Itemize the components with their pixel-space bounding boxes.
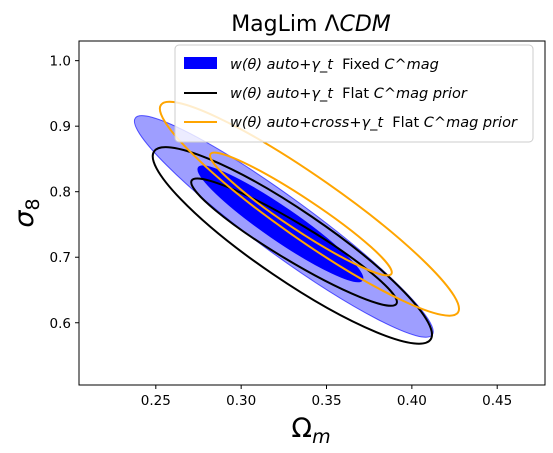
x-tick-label: 0.45 xyxy=(482,393,512,409)
x-tick-label: 0.25 xyxy=(141,393,171,409)
contour-1-68pct xyxy=(190,177,398,307)
y-tick-label: 0.7 xyxy=(50,250,71,266)
x-tick-label: 0.30 xyxy=(226,393,256,409)
legend-label-flat: w(θ) auto+γ_t Flat C^mag prior xyxy=(230,86,468,102)
x-tick-label: 0.35 xyxy=(311,393,341,409)
x-axis-label: Ωm xyxy=(291,413,330,448)
chart-title: MagLim ΛCDM xyxy=(231,12,391,37)
contour-2-95pct xyxy=(158,100,461,317)
y-tick-label: 1.0 xyxy=(50,54,71,70)
legend: w(θ) auto+γ_t Fixed C^mag w(θ) auto+γ_t … xyxy=(174,44,534,143)
y-tick-label: 0.8 xyxy=(50,185,71,201)
contour-1-95pct xyxy=(151,146,434,345)
y-axis: 0.6 0.7 0.8 0.9 1.0 xyxy=(50,54,79,332)
legend-box xyxy=(174,44,534,143)
legend-swatch-fixed xyxy=(184,57,217,69)
axes-frame xyxy=(78,40,546,386)
legend-label-cross: w(θ) auto+cross+γ_t Flat C^mag prior xyxy=(230,115,518,131)
y-tick-label: 0.9 xyxy=(50,119,71,135)
contour-2-68pct xyxy=(209,151,393,277)
y-tick-label: 0.6 xyxy=(50,316,71,332)
legend-label-fixed: w(θ) auto+γ_t Fixed C^mag xyxy=(230,57,439,73)
contour-layer xyxy=(133,100,461,345)
x-tick-label: 0.40 xyxy=(397,393,427,409)
contour-0-68pct xyxy=(197,165,364,283)
x-axis: 0.25 0.30 0.35 0.40 0.45 xyxy=(141,385,512,409)
y-axis-label: σ8 xyxy=(9,198,44,227)
plot-area: 0.25 0.30 0.35 0.40 0.45 0.6 0.7 0.8 0.9 1.0 xyxy=(50,40,546,409)
